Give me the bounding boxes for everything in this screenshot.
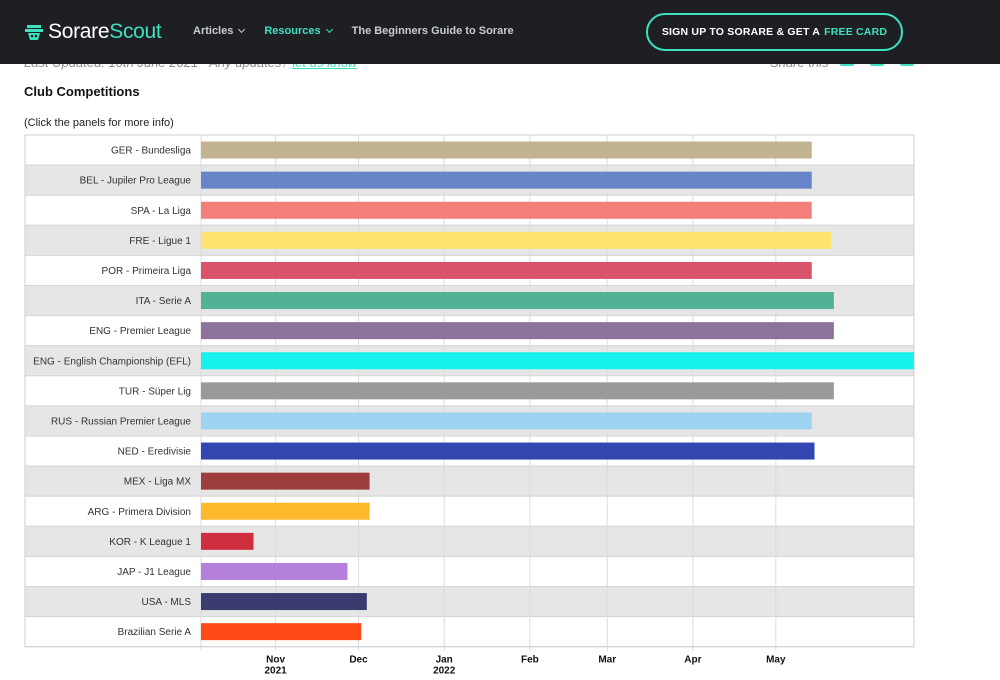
competition-bar[interactable] bbox=[201, 171, 812, 189]
x-tick-label: Apr bbox=[684, 655, 701, 666]
logo-text-scout: Scout bbox=[109, 20, 162, 43]
category-label: ENG - Premier League bbox=[89, 326, 191, 337]
competition-bar[interactable] bbox=[201, 623, 362, 641]
row-background bbox=[24, 525, 915, 557]
row-background bbox=[24, 555, 915, 588]
category-label: SPA - La Liga bbox=[131, 206, 192, 217]
competition-bar[interactable] bbox=[201, 322, 834, 340]
logo-text: SorareScout bbox=[48, 20, 162, 44]
category-label: NED - Eredivisie bbox=[118, 447, 192, 458]
section-title: Club Competitions bbox=[24, 84, 140, 99]
nav-articles[interactable]: Articles bbox=[193, 25, 246, 37]
category-label: KOR - K League 1 bbox=[109, 537, 191, 548]
top-navigation-bar: SorareScout Articles Resources The Begin… bbox=[0, 0, 1000, 64]
x-tick-sublabel: 2022 bbox=[433, 666, 456, 677]
category-label: ENG - English Championship (EFL) bbox=[33, 356, 191, 367]
competition-bar[interactable] bbox=[201, 292, 834, 310]
cta-label: SIGN UP TO SORARE & GET A bbox=[661, 26, 821, 38]
nav-resources[interactable]: Resources bbox=[264, 25, 333, 37]
category-label: BEL - Jupiler Pro League bbox=[80, 176, 192, 187]
competition-bar[interactable] bbox=[201, 532, 254, 550]
row-background bbox=[24, 586, 915, 618]
site-logo[interactable]: SorareScout bbox=[24, 18, 162, 46]
nav-beginners-guide-label: The Beginners Guide to Sorare bbox=[351, 25, 514, 37]
x-tick-label: May bbox=[766, 655, 786, 666]
x-tick-label: Dec bbox=[349, 655, 368, 666]
category-label: JAP - J1 League bbox=[117, 567, 191, 578]
category-label: FRE - Ligue 1 bbox=[129, 236, 191, 247]
category-label: Brazilian Serie A bbox=[118, 627, 192, 638]
chevron-down-icon bbox=[325, 25, 333, 34]
x-tick-label: Nov bbox=[266, 655, 285, 666]
competition-bar[interactable] bbox=[201, 352, 914, 370]
competition-bar[interactable] bbox=[201, 472, 370, 490]
nav-articles-label: Articles bbox=[193, 25, 234, 37]
competition-bar[interactable] bbox=[201, 502, 370, 520]
competition-bar[interactable] bbox=[201, 261, 812, 279]
x-tick-sublabel: 2021 bbox=[264, 666, 287, 677]
category-label: ARG - Primera Division bbox=[88, 507, 191, 518]
competition-bar[interactable] bbox=[201, 382, 834, 400]
main-nav: Articles Resources The Beginners Guide t… bbox=[193, 25, 534, 37]
category-label: USA - MLS bbox=[142, 597, 192, 608]
competition-bar[interactable] bbox=[201, 562, 348, 580]
nav-beginners-guide[interactable]: The Beginners Guide to Sorare bbox=[352, 25, 514, 37]
x-tick-label: Jan bbox=[436, 655, 453, 666]
chevron-down-icon bbox=[238, 25, 246, 34]
chart-hint: (Click the panels for more info) bbox=[24, 117, 174, 129]
category-label: MEX - Liga MX bbox=[124, 477, 192, 488]
x-tick-label: Mar bbox=[598, 655, 616, 666]
chart-frame bbox=[24, 134, 915, 648]
nav-resources-label: Resources bbox=[264, 25, 321, 37]
category-label: RUS - Russian Premier League bbox=[51, 416, 191, 427]
cta-highlight: FREE CARD bbox=[824, 26, 888, 38]
competition-bar[interactable] bbox=[201, 201, 812, 219]
competition-bar[interactable] bbox=[201, 412, 812, 430]
competition-bar[interactable] bbox=[201, 593, 367, 611]
category-label: POR - Primeira Liga bbox=[102, 266, 192, 277]
signup-cta-button[interactable]: SIGN UP TO SORARE & GET A FREE CARD bbox=[646, 13, 903, 51]
competition-bar[interactable] bbox=[201, 231, 832, 249]
x-tick-label: Feb bbox=[521, 655, 539, 666]
category-label: ITA - Serie A bbox=[136, 296, 192, 307]
logo-icon bbox=[25, 25, 43, 40]
competition-bar[interactable] bbox=[201, 442, 815, 460]
category-label: TUR - Süper Lig bbox=[119, 386, 191, 397]
competition-bar[interactable] bbox=[201, 141, 812, 159]
row-background bbox=[24, 616, 915, 648]
logo-text-sorare: Sorare bbox=[48, 20, 110, 43]
category-label: GER - Bundesliga bbox=[111, 146, 191, 157]
